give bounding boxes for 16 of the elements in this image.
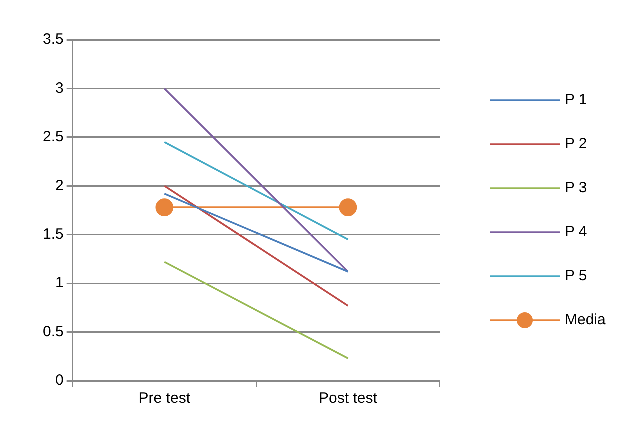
y-tick-label: 2.5 bbox=[42, 128, 64, 146]
legend-label: P 4 bbox=[565, 224, 588, 241]
legend-label: P 5 bbox=[565, 268, 588, 285]
legend-label: P 3 bbox=[565, 180, 588, 197]
legend-label: P 1 bbox=[565, 92, 588, 109]
x-tick-label: Pre test bbox=[138, 390, 192, 408]
y-tick-label: 1 bbox=[56, 274, 64, 292]
y-tick-label: 0.5 bbox=[42, 323, 64, 340]
y-tick-label: 3 bbox=[56, 80, 64, 97]
y-tick-label: 3.5 bbox=[42, 31, 64, 48]
legend-label: P 2 bbox=[565, 136, 588, 153]
y-tick-label: 2 bbox=[56, 177, 64, 194]
x-tick-label: Post test bbox=[319, 390, 378, 408]
y-tick-label: 0 bbox=[56, 372, 64, 390]
y-tick-label: 1.5 bbox=[42, 226, 64, 243]
legend-label: Media bbox=[565, 312, 607, 329]
